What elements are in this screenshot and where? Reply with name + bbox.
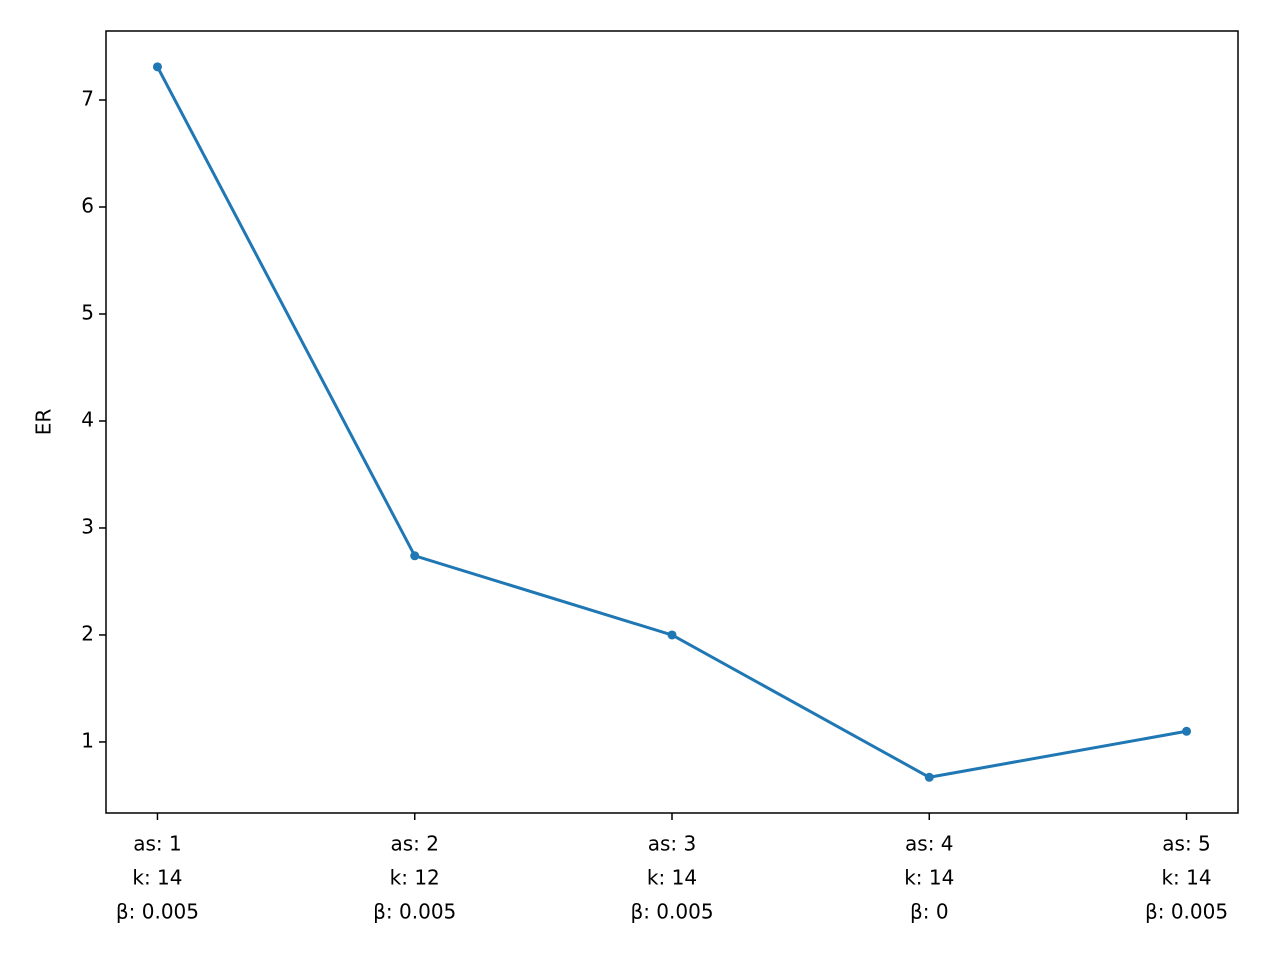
x-tick-label: as: 2 (390, 832, 439, 856)
x-tick-label: k: 12 (390, 866, 440, 890)
x-tick-label: k: 14 (1161, 866, 1211, 890)
x-tick-label: as: 3 (648, 832, 697, 856)
x-tick-label: k: 14 (904, 866, 954, 890)
y-tick-label: 6 (81, 194, 94, 218)
x-tick-label: as: 1 (133, 832, 182, 856)
x-tick-label: β: 0.005 (630, 900, 713, 924)
marker (410, 551, 420, 561)
y-tick-label: 5 (81, 300, 94, 324)
y-tick-label: 4 (81, 407, 94, 431)
x-tick-label: β: 0.005 (373, 900, 456, 924)
x-tick-label: as: 5 (1162, 832, 1211, 856)
x-tick-label: β: 0.005 (116, 900, 199, 924)
marker (667, 630, 677, 640)
marker (152, 62, 162, 72)
marker (1182, 726, 1192, 736)
x-tick-label: k: 14 (132, 866, 182, 890)
y-tick-label: 2 (81, 621, 94, 645)
x-tick-label: β: 0.005 (1145, 900, 1228, 924)
y-axis-label: ER (32, 409, 56, 436)
y-tick-label: 3 (81, 514, 94, 538)
y-tick-label: 7 (81, 87, 94, 111)
y-tick-label: 1 (81, 728, 94, 752)
x-tick-label: β: 0 (910, 900, 949, 924)
plot-frame (105, 30, 1239, 814)
x-tick-label: as: 4 (905, 832, 954, 856)
marker (924, 772, 934, 782)
x-tick-label: k: 14 (647, 866, 697, 890)
